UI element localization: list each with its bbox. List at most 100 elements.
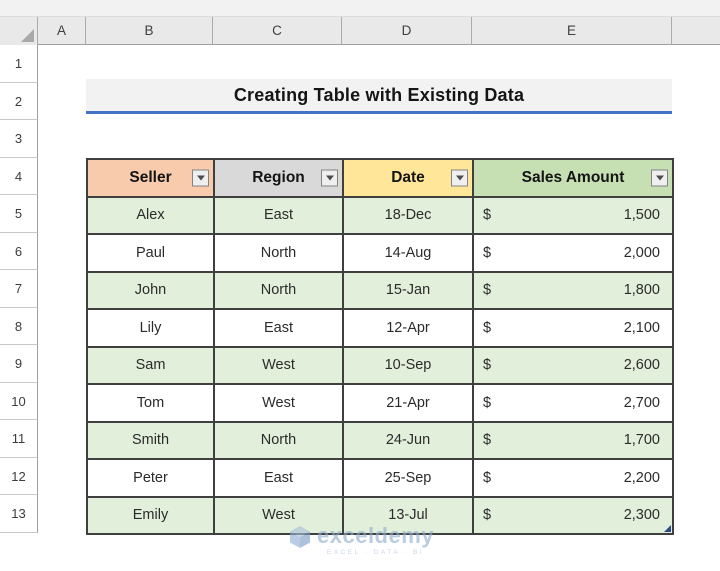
cell-amount[interactable]: $2,700 bbox=[472, 383, 674, 423]
cell-amount[interactable]: $1,800 bbox=[472, 270, 674, 310]
amount-value: 2,100 bbox=[623, 319, 660, 336]
row-header-6[interactable]: 6 bbox=[0, 232, 38, 270]
row-header-10[interactable]: 10 bbox=[0, 382, 38, 420]
cell-date[interactable]: 10-Sep bbox=[342, 345, 474, 385]
column-header-a[interactable]: A bbox=[38, 17, 86, 45]
table-row: Smith North 24-Jun $1,700 bbox=[86, 420, 674, 460]
header-cell-sales-amount[interactable]: Sales Amount bbox=[472, 158, 674, 198]
cell-amount[interactable]: $1,700 bbox=[472, 420, 674, 460]
header-cell-region[interactable]: Region bbox=[213, 158, 344, 198]
cell-seller[interactable]: John bbox=[86, 270, 215, 310]
cell-seller[interactable]: Sam bbox=[86, 345, 215, 385]
column-header-b[interactable]: B bbox=[86, 17, 213, 45]
row-header-13[interactable]: 13 bbox=[0, 495, 38, 533]
cell-date[interactable]: 18-Dec bbox=[342, 195, 474, 235]
table-header-row: Seller Region Date Sales Amount bbox=[86, 158, 674, 198]
page-title: Creating Table with Existing Data bbox=[233, 84, 525, 105]
filter-dropdown-button-region[interactable] bbox=[321, 169, 338, 187]
cell-amount[interactable]: $2,000 bbox=[472, 233, 674, 273]
cell-region[interactable]: North bbox=[213, 233, 344, 273]
currency-symbol: $ bbox=[483, 507, 492, 524]
watermark-tagline: EXCEL · DATA · BI bbox=[326, 549, 425, 556]
currency-symbol: $ bbox=[483, 469, 492, 486]
column-header-d[interactable]: D bbox=[342, 17, 472, 45]
table-resize-handle[interactable] bbox=[664, 525, 671, 532]
amount-value: 1,800 bbox=[623, 282, 660, 299]
amount-value: 1,700 bbox=[623, 432, 660, 449]
select-all-corner[interactable] bbox=[0, 17, 38, 45]
column-header-c[interactable]: C bbox=[213, 17, 342, 45]
table-row: Alex East 18-Dec $1,500 bbox=[86, 195, 674, 235]
row-header-8[interactable]: 8 bbox=[0, 307, 38, 345]
header-label: Date bbox=[391, 168, 425, 186]
amount-value: 2,600 bbox=[623, 357, 660, 374]
currency-symbol: $ bbox=[483, 394, 492, 411]
cell-region[interactable]: West bbox=[213, 345, 344, 385]
top-strip bbox=[0, 0, 720, 17]
cell-region[interactable]: North bbox=[213, 420, 344, 460]
cell-amount[interactable]: $2,600 bbox=[472, 345, 674, 385]
header-label: Sales Amount bbox=[521, 168, 625, 186]
currency-symbol: $ bbox=[483, 357, 492, 374]
cell-date[interactable]: 14-Aug bbox=[342, 233, 474, 273]
cell-region[interactable]: East bbox=[213, 308, 344, 348]
column-header-band: A B C D E bbox=[0, 17, 720, 45]
header-cell-seller[interactable]: Seller bbox=[86, 158, 215, 198]
cell-seller[interactable]: Tom bbox=[86, 383, 215, 423]
cell-region[interactable]: East bbox=[213, 458, 344, 498]
cell-amount[interactable]: $2,100 bbox=[472, 308, 674, 348]
filter-dropdown-button-sales-amount[interactable] bbox=[651, 169, 668, 187]
cell-region[interactable]: West bbox=[213, 383, 344, 423]
amount-value: 2,300 bbox=[623, 507, 660, 524]
cell-seller[interactable]: Smith bbox=[86, 420, 215, 460]
amount-value: 1,500 bbox=[623, 207, 660, 224]
cell-date[interactable]: 13-Jul bbox=[342, 495, 474, 535]
cell-amount[interactable]: $2,200 bbox=[472, 458, 674, 498]
table-row: John North 15-Jan $1,800 bbox=[86, 270, 674, 310]
row-header-1[interactable]: 1 bbox=[0, 45, 38, 83]
cell-region[interactable]: West bbox=[213, 495, 344, 535]
row-header-4[interactable]: 4 bbox=[0, 157, 38, 195]
cell-date[interactable]: 21-Apr bbox=[342, 383, 474, 423]
cell-date[interactable]: 12-Apr bbox=[342, 308, 474, 348]
cell-seller[interactable]: Lily bbox=[86, 308, 215, 348]
title-cell[interactable]: Creating Table with Existing Data bbox=[86, 79, 672, 114]
currency-symbol: $ bbox=[483, 282, 492, 299]
row-header-2[interactable]: 2 bbox=[0, 82, 38, 120]
row-header-11[interactable]: 11 bbox=[0, 420, 38, 458]
currency-symbol: $ bbox=[483, 319, 492, 336]
cell-seller[interactable]: Paul bbox=[86, 233, 215, 273]
cell-amount[interactable]: $2,300 bbox=[472, 495, 674, 535]
row-header-band: 1 2 3 4 5 6 7 8 9 10 11 12 13 bbox=[0, 45, 38, 533]
cell-region[interactable]: East bbox=[213, 195, 344, 235]
amount-value: 2,700 bbox=[623, 394, 660, 411]
amount-value: 2,000 bbox=[623, 244, 660, 261]
table-row: Lily East 12-Apr $2,100 bbox=[86, 308, 674, 348]
cell-date[interactable]: 15-Jan bbox=[342, 270, 474, 310]
header-cell-date[interactable]: Date bbox=[342, 158, 474, 198]
table-row: Paul North 14-Aug $2,000 bbox=[86, 233, 674, 273]
cell-seller[interactable]: Emily bbox=[86, 495, 215, 535]
cell-amount[interactable]: $1,500 bbox=[472, 195, 674, 235]
filter-dropdown-icon bbox=[655, 175, 664, 181]
cell-seller[interactable]: Alex bbox=[86, 195, 215, 235]
row-header-5[interactable]: 5 bbox=[0, 195, 38, 233]
row-header-3[interactable]: 3 bbox=[0, 120, 38, 158]
filter-dropdown-button-date[interactable] bbox=[451, 169, 468, 187]
currency-symbol: $ bbox=[483, 207, 492, 224]
row-header-9[interactable]: 9 bbox=[0, 345, 38, 383]
sales-table: Seller Region Date Sales Amount Alex Eas… bbox=[86, 158, 674, 535]
cell-region[interactable]: North bbox=[213, 270, 344, 310]
select-all-triangle-icon bbox=[21, 29, 34, 42]
row-header-7[interactable]: 7 bbox=[0, 270, 38, 308]
cell-date[interactable]: 24-Jun bbox=[342, 420, 474, 460]
filter-dropdown-icon bbox=[325, 175, 334, 181]
column-header-e[interactable]: E bbox=[472, 17, 672, 45]
table-row: Tom West 21-Apr $2,700 bbox=[86, 383, 674, 423]
table-row: Sam West 10-Sep $2,600 bbox=[86, 345, 674, 385]
table-row: Peter East 25-Sep $2,200 bbox=[86, 458, 674, 498]
row-header-12[interactable]: 12 bbox=[0, 457, 38, 495]
cell-seller[interactable]: Peter bbox=[86, 458, 215, 498]
filter-dropdown-button-seller[interactable] bbox=[192, 169, 209, 187]
cell-date[interactable]: 25-Sep bbox=[342, 458, 474, 498]
